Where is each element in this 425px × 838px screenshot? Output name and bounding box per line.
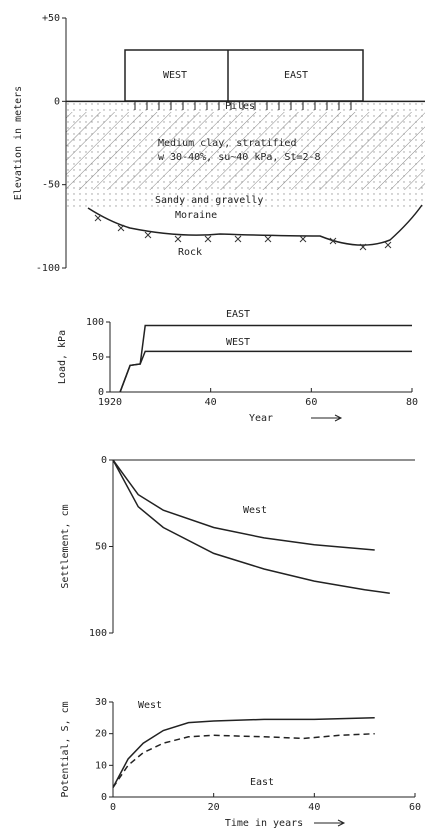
x-axis-label: Time in years — [225, 818, 303, 829]
annotation: Sandy and gravelly — [155, 195, 263, 206]
y-tick-label: 10 — [95, 760, 107, 771]
x-axis-label: Year — [249, 413, 273, 424]
x-tick-label: 40 — [308, 802, 320, 813]
rock-marks — [94, 214, 392, 251]
y-tick-label: 20 — [95, 729, 107, 740]
annotation: w 30-40%, su~40 kPa, St=2-8 — [158, 152, 321, 163]
y-tick-label: 0 — [101, 455, 107, 466]
series-line — [112, 732, 375, 788]
y-tick-label: -50 — [42, 180, 60, 191]
series-line — [119, 350, 412, 393]
x-tick-label: 80 — [406, 397, 418, 408]
y-tick-label: 50 — [95, 542, 107, 553]
y-axis-label: Elevation in meters — [13, 86, 24, 200]
y-tick-label: 0 — [98, 387, 104, 398]
soil-profile — [66, 49, 425, 251]
series-label: West — [138, 700, 162, 711]
clay-hatch — [66, 112, 425, 190]
building — [124, 49, 364, 102]
y-axis-label: Load, kPa — [57, 330, 68, 384]
y-tick-label: 0 — [101, 792, 107, 803]
x-tick-label: 0 — [110, 802, 116, 813]
series-line — [112, 459, 390, 594]
rock-surface — [87, 204, 423, 246]
y-tick-label: 100 — [86, 317, 104, 328]
y-tick-label: 100 — [89, 628, 107, 639]
annotation: Rock — [178, 247, 202, 258]
y-axis-label: Settlement, cm — [60, 504, 71, 588]
y-tick-label: 30 — [95, 697, 107, 708]
annotation: EAST — [284, 70, 308, 81]
series-line — [112, 717, 375, 788]
piles — [134, 101, 352, 110]
series-label: East — [250, 777, 274, 788]
x-tick-label: 20 — [208, 802, 220, 813]
x-tick-label: 60 — [409, 802, 421, 813]
x-axis-arrow — [311, 414, 343, 422]
series-label: WEST — [226, 337, 250, 348]
x-tick-label: 1920 — [98, 397, 122, 408]
series-label: West — [243, 505, 267, 516]
y-tick-label: +50 — [42, 13, 60, 24]
y-axis-label: Potential, S, cm — [60, 701, 71, 797]
series-label: EAST — [226, 309, 250, 320]
annotation: Medium clay, stratified — [158, 138, 296, 149]
x-tick-label: 40 — [205, 397, 217, 408]
x-tick-label: 60 — [305, 397, 317, 408]
annotation: Piles — [225, 101, 255, 112]
y-tick-label: 0 — [54, 96, 60, 107]
annotation: Moraine — [175, 210, 217, 221]
y-tick-label: 50 — [92, 352, 104, 363]
x-axis-arrow — [314, 819, 346, 827]
y-tick-label: -100 — [36, 263, 60, 274]
annotation: WEST — [163, 70, 187, 81]
series-line — [112, 459, 375, 551]
series-line — [119, 324, 412, 393]
